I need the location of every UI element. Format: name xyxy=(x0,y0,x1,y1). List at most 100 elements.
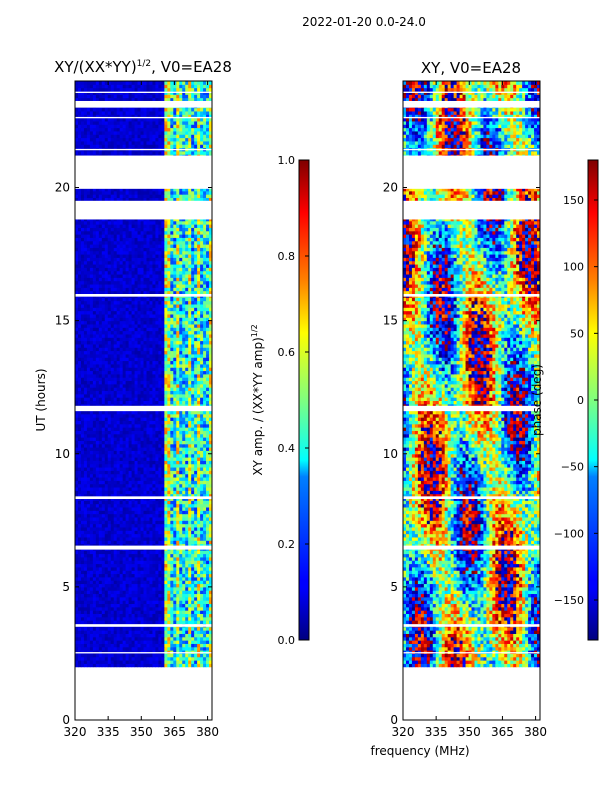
heatmap-cell xyxy=(179,530,183,535)
heatmap-cell xyxy=(101,403,106,408)
heatmap-cell xyxy=(122,650,127,654)
heatmap-cell xyxy=(128,636,133,641)
heatmap-cell xyxy=(80,323,85,328)
heatmap-cell xyxy=(164,566,168,571)
heatmap-cell xyxy=(146,507,150,511)
heatmap-cell xyxy=(116,343,121,348)
heatmap-cell xyxy=(119,616,124,621)
heatmap-cell xyxy=(170,487,174,491)
heatmap-cell xyxy=(203,480,207,485)
heatmap-cell xyxy=(140,600,144,605)
heatmap-cell xyxy=(191,310,195,315)
heatmap-cell xyxy=(176,660,180,664)
heatmap-cell xyxy=(197,470,201,475)
heatmap-cell xyxy=(146,510,150,515)
heatmap-cell xyxy=(128,440,133,445)
heatmap-cell xyxy=(170,500,174,505)
heatmap-cell xyxy=(98,487,103,491)
heatmap-cell xyxy=(98,353,103,358)
heatmap-cell xyxy=(179,383,183,388)
heatmap-cell xyxy=(191,433,195,438)
heatmap-cell xyxy=(170,437,174,441)
heatmap-cell xyxy=(89,337,94,342)
heatmap-cell xyxy=(80,603,85,608)
heatmap-cell xyxy=(104,530,109,535)
heatmap-cell xyxy=(155,447,159,451)
heatmap-cell xyxy=(206,403,210,408)
heatmap-cell xyxy=(206,323,210,328)
heatmap-cell xyxy=(200,500,204,505)
heatmap-cell xyxy=(116,310,121,315)
heatmap-cell xyxy=(122,373,127,378)
heatmap-cell xyxy=(98,373,103,378)
heatmap-cell xyxy=(101,347,106,352)
heatmap-cell xyxy=(119,443,124,448)
heatmap-cell xyxy=(89,550,94,555)
heatmap-cell xyxy=(170,370,174,375)
heatmap-cell xyxy=(131,423,136,428)
heatmap-cell xyxy=(185,633,189,638)
heatmap-cell xyxy=(176,540,180,545)
heatmap-cell xyxy=(122,610,127,614)
heatmap-cell xyxy=(164,640,168,644)
heatmap-cell xyxy=(158,540,162,545)
heatmap-cell xyxy=(206,510,210,515)
heatmap-cell xyxy=(179,380,183,385)
heatmap-cell xyxy=(80,453,85,458)
heatmap-cell xyxy=(122,340,127,345)
heatmap-cell xyxy=(122,387,127,392)
heatmap-cell xyxy=(86,377,91,382)
heatmap-cell xyxy=(140,423,144,428)
heatmap-cell xyxy=(167,440,171,445)
heatmap-cell xyxy=(116,463,121,468)
heatmap-cell xyxy=(200,507,204,511)
heatmap-cell xyxy=(128,393,133,398)
heatmap-cell xyxy=(128,397,133,401)
heatmap-cell xyxy=(131,437,136,441)
heatmap-cell xyxy=(113,320,118,325)
heatmap-cell xyxy=(83,553,88,558)
heatmap-cell xyxy=(86,610,91,614)
heatmap-cell xyxy=(128,520,133,525)
heatmap-cell xyxy=(113,616,118,621)
heatmap-cell xyxy=(134,423,139,428)
heatmap-cell xyxy=(158,543,162,548)
heatmap-cell xyxy=(161,313,165,318)
heatmap-cell xyxy=(158,430,162,435)
heatmap-cell xyxy=(116,397,121,401)
heatmap-cell xyxy=(155,533,159,538)
heatmap-cell xyxy=(173,650,177,654)
heatmap-cell xyxy=(200,510,204,515)
heatmap-cell xyxy=(158,413,162,418)
heatmap-cell xyxy=(194,483,198,488)
heatmap-cell xyxy=(104,393,109,398)
heatmap-cell xyxy=(155,340,159,345)
heatmap-cell xyxy=(173,373,177,378)
heatmap-cell xyxy=(185,563,189,568)
heatmap-cell xyxy=(104,317,109,322)
heatmap-cell xyxy=(191,363,195,368)
heatmap-cell xyxy=(125,487,130,491)
heatmap-cell xyxy=(170,377,174,382)
heatmap-cell xyxy=(161,450,165,455)
heatmap-cell xyxy=(98,393,103,398)
heatmap-cell xyxy=(128,463,133,468)
heatmap-cell xyxy=(182,533,186,538)
heatmap-cell xyxy=(107,570,112,575)
heatmap-cell xyxy=(116,427,121,431)
heatmap-cell xyxy=(80,566,85,571)
heatmap-cell xyxy=(122,430,127,435)
heatmap-cell xyxy=(167,630,171,634)
heatmap-cell xyxy=(134,590,139,595)
heatmap-cell xyxy=(140,633,144,638)
heatmap-cell xyxy=(128,560,133,565)
heatmap-cell xyxy=(101,483,106,488)
heatmap-cell xyxy=(203,513,207,518)
heatmap-cell xyxy=(176,427,180,431)
heatmap-cell xyxy=(98,360,103,365)
heatmap-cell xyxy=(77,437,82,441)
heatmap-cell xyxy=(122,357,127,362)
heatmap-cell xyxy=(146,626,150,631)
heatmap-cell xyxy=(191,580,195,585)
heatmap-cell xyxy=(161,323,165,328)
